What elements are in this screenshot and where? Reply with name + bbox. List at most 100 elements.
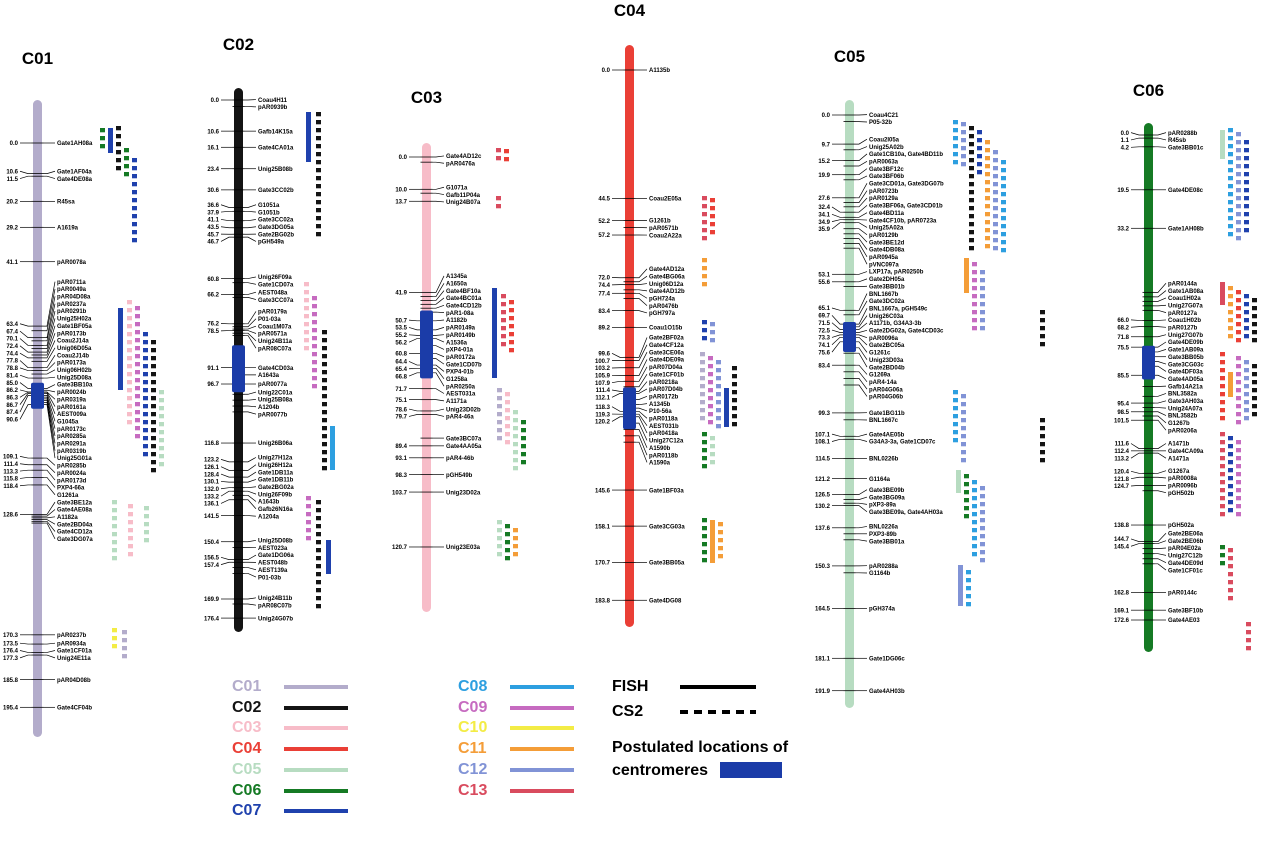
marker-label: Gate3DC02a — [869, 299, 905, 305]
legend-centromere-row: Postulated locations of centromeres — [612, 736, 797, 782]
marker-label: Gate4DE08a — [57, 177, 93, 183]
homology-track-dash — [505, 540, 510, 545]
position-label: 126.1 — [204, 465, 220, 471]
homology-track-dash — [1228, 176, 1233, 181]
homology-track-dash — [710, 338, 715, 343]
homology-track-dash — [953, 152, 958, 157]
centromere-label: Postulated locations of centromeres — [612, 739, 789, 780]
homology-track-dash — [732, 398, 737, 403]
position-label: 33.2 — [1117, 226, 1129, 232]
homology-track-dash — [501, 334, 506, 339]
homology-track-dash — [1228, 460, 1233, 465]
position-label: 76.2 — [207, 322, 219, 328]
homology-track-dash — [710, 452, 715, 457]
position-leader-line — [831, 315, 844, 325]
homology-track-dash — [1244, 196, 1249, 201]
marker-leader-line — [1154, 319, 1167, 321]
homology-track-dash — [977, 170, 982, 175]
homology-track-dash — [1228, 548, 1233, 553]
homology-track-dash — [112, 516, 117, 521]
marker-label: pAR0129b — [869, 233, 899, 239]
homology-track-dash — [504, 157, 509, 162]
homology-track-dash — [1220, 504, 1225, 509]
position-label: 169.1 — [1114, 608, 1130, 614]
homology-track-dash — [322, 402, 327, 407]
marker-label: G1045a — [57, 419, 79, 425]
position-label: 67.4 — [6, 329, 18, 335]
homology-track-dash — [128, 552, 133, 557]
homology-track-dash — [116, 150, 121, 155]
position-leader-line — [19, 477, 32, 479]
homology-track-dash — [1228, 286, 1233, 291]
homology-track-dash — [304, 346, 309, 351]
marker-leader-line — [43, 642, 56, 645]
homology-track-dash — [1228, 452, 1233, 457]
position-leader-line — [220, 204, 233, 208]
marker-leader-line — [244, 539, 257, 543]
marker-label: pAR0173a — [57, 361, 87, 367]
marker-label: Unig24G07b — [258, 616, 293, 622]
marker-leader-line — [1154, 137, 1167, 141]
homology-track-dash — [1246, 638, 1251, 643]
marker-label: Gate4CA01a — [258, 145, 294, 151]
homology-track-dash — [985, 236, 990, 241]
homology-track-dash — [316, 160, 321, 165]
marker-leader-line — [244, 499, 257, 510]
position-label: 111.6 — [1115, 442, 1130, 448]
marker-leader-line — [244, 471, 257, 478]
homology-track-dash — [1228, 302, 1233, 307]
homology-track-dash — [509, 308, 514, 313]
homology-track-dash — [513, 410, 518, 415]
marker-label: AEST048a — [258, 290, 288, 296]
homology-track-dash — [1236, 196, 1241, 201]
position-label: 120.2 — [595, 420, 611, 426]
position-label: 9.7 — [822, 142, 831, 148]
homology-track-dash — [1220, 432, 1225, 437]
homology-track-dash — [1001, 240, 1006, 245]
marker-label: BNL1667b — [869, 292, 899, 298]
position-leader-line — [611, 389, 624, 392]
homology-track-dash — [1040, 342, 1045, 347]
homology-track-dash — [1244, 334, 1249, 339]
homology-track-dash — [1244, 384, 1249, 389]
marker-label: Gate3BB05a — [649, 561, 685, 567]
homology-track-dash — [112, 644, 117, 649]
marker-label: Unig27G07b — [1168, 333, 1203, 339]
homology-track-dash — [953, 438, 958, 443]
legend-entry-line — [284, 809, 348, 814]
homology-track-dash — [316, 604, 321, 609]
marker-label: pAR0149a — [446, 326, 476, 332]
marker-leader-line — [432, 311, 445, 314]
homology-track-dash — [980, 278, 985, 283]
marker-leader-line — [244, 479, 257, 483]
homology-track-dash — [312, 296, 317, 301]
homology-track-dash — [964, 474, 969, 479]
homology-track-dash — [1244, 400, 1249, 405]
homology-track-dash — [969, 238, 974, 243]
homology-track-dash — [710, 222, 715, 227]
homology-track-dash — [151, 396, 156, 401]
homology-track-dash — [304, 330, 309, 335]
homology-track-dash — [964, 490, 969, 495]
marker-label: Coau1H02a — [1168, 296, 1201, 302]
marker-label: pAR0118b — [649, 453, 678, 459]
marker-label: G1051a — [258, 203, 280, 209]
marker-label: Gate2BD04b — [869, 365, 905, 371]
position-label: 176.4 — [204, 616, 220, 622]
homology-track-dash — [1244, 204, 1249, 209]
marker-leader-line — [43, 384, 56, 389]
position-leader-line — [611, 393, 624, 398]
legend-entry-line — [284, 685, 348, 689]
homology-track-dash — [708, 412, 713, 417]
homology-track-dash — [1001, 192, 1006, 197]
position-label: 176.4 — [3, 649, 19, 655]
marker-leader-line — [855, 329, 868, 333]
marker-label: Unig25B08b — [258, 167, 293, 173]
homology-track-dash — [143, 372, 148, 377]
marker-leader-line — [244, 399, 257, 401]
marker-label: Gate4CF04b — [57, 706, 92, 712]
homology-track-dash — [1001, 248, 1006, 253]
position-label: 172.6 — [1114, 618, 1130, 624]
homology-track-dash — [953, 422, 958, 427]
homology-track-dash — [980, 518, 985, 523]
